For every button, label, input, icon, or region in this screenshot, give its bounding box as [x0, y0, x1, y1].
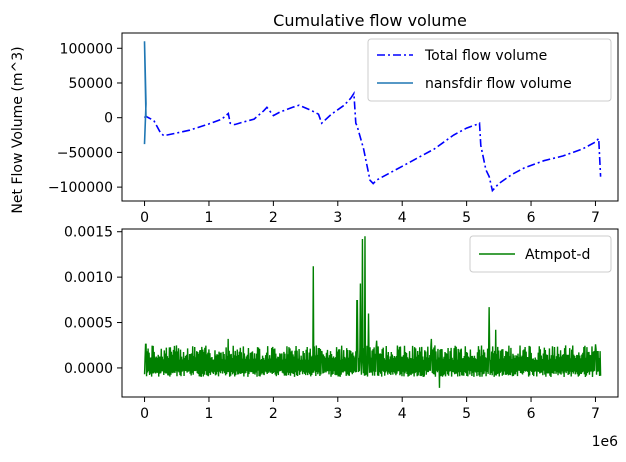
top-subplot: Cumulative flow volume Net Flow Volume (…: [10, 11, 619, 226]
bottom-subplot: 0 1 2 3 4 5 6 7 0.0015 0.0010 0.0005 0.0000 1e6 Atm…: [64, 225, 619, 450]
series-line-atmpot-d: [143, 236, 602, 388]
top-xtick-label: 6: [527, 210, 536, 226]
series-line-total-flow: [143, 90, 602, 193]
plot-area-top: [143, 41, 602, 193]
axes-frame-bottom: [121, 228, 619, 398]
bot-ytick-label: 0.0010: [64, 270, 113, 286]
legend-bottom: Atmpot-d: [469, 235, 612, 273]
bot-xtick-label: 4: [398, 406, 407, 422]
top-ytick-label: −100000: [48, 180, 113, 196]
bot-ytick-label: 0.0005: [64, 316, 113, 332]
legend-label-atmpot: Atmpot-d: [525, 247, 590, 263]
legend-label-nansfdir: nansfdir flow volume: [425, 76, 572, 92]
legend-frame: [367, 38, 612, 102]
top-xtick-label: 7: [591, 210, 600, 226]
bot-xtick-label: 0: [140, 406, 149, 422]
ticks-top: 0 1 2 3 4 5 6 7 100000 50000 0 −50000 −100000: [48, 41, 600, 226]
top-xtick-label: 2: [269, 210, 278, 226]
x-offset-label: 1e6: [592, 434, 619, 450]
series-line-nansfdir-flow: [143, 41, 147, 145]
legend-frame: [469, 235, 612, 273]
top-ytick-label: 50000: [68, 76, 113, 92]
bot-ytick-label: 0.0015: [64, 225, 113, 241]
top-ytick-label: −50000: [57, 145, 113, 161]
bot-xtick-label: 1: [205, 406, 214, 422]
legend-label-total: Total flow volume: [424, 48, 547, 64]
chart-title: Cumulative flow volume: [273, 11, 467, 30]
top-xtick-label: 0: [140, 210, 149, 226]
bot-xtick-label: 3: [333, 406, 342, 422]
bot-xtick-label: 5: [462, 406, 471, 422]
y-axis-label: Net Flow Volume (m^3): [10, 46, 26, 213]
top-ytick-label: 100000: [60, 41, 113, 57]
bot-xtick-label: 6: [527, 406, 536, 422]
bot-ytick-label: 0.0000: [64, 361, 113, 377]
top-xtick-label: 3: [333, 210, 342, 226]
top-xtick-label: 4: [398, 210, 407, 226]
axes-frame-top: [121, 32, 619, 202]
top-xtick-label: 1: [205, 210, 214, 226]
top-ytick-label: 0: [104, 111, 113, 127]
top-xtick-label: 5: [462, 210, 471, 226]
plot-area-bottom: [143, 236, 602, 388]
bot-xtick-label: 2: [269, 406, 278, 422]
ticks-bottom: 0 1 2 3 4 5 6 7 0.0015 0.0010 0.0005 0.0000: [64, 225, 600, 422]
bot-xtick-label: 7: [591, 406, 600, 422]
legend-top: Total flow volume nansfdir flow volume: [367, 38, 612, 102]
